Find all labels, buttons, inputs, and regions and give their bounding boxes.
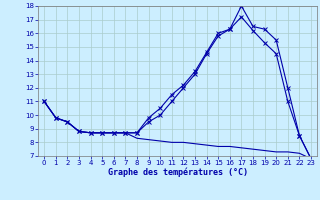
X-axis label: Graphe des températures (°C): Graphe des températures (°C) — [108, 168, 248, 177]
